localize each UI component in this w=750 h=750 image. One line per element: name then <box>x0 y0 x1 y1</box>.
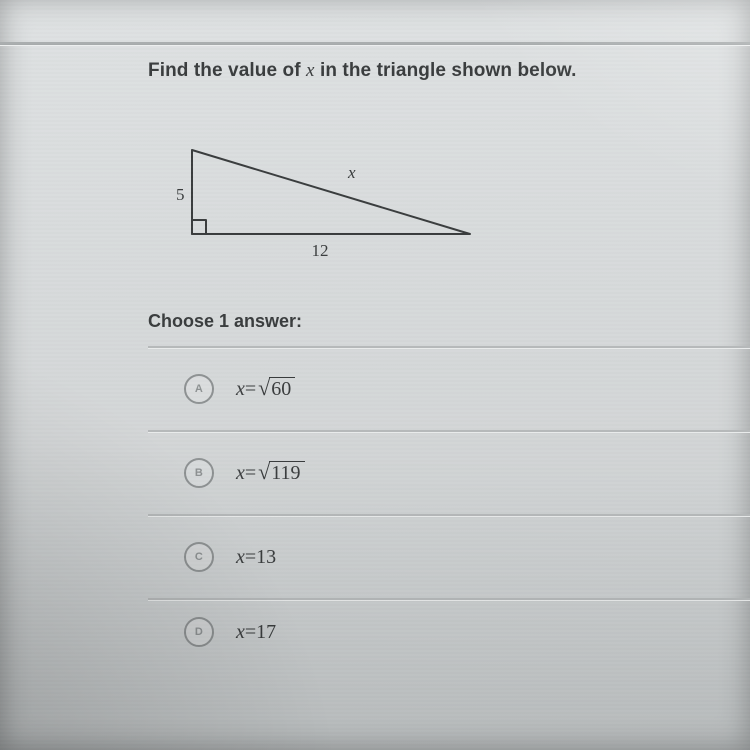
prompt-var: x <box>306 60 315 81</box>
label-base: 12 <box>312 241 329 260</box>
content-region: Find the value of x in the triangle show… <box>0 34 750 664</box>
prompt-pre: Find the value of <box>148 60 306 81</box>
triangle-svg: 5 12 x <box>170 138 480 272</box>
label-hypotenuse: x <box>347 163 356 182</box>
math-val: 13 <box>256 546 276 569</box>
option-radio-d[interactable]: D <box>184 617 214 647</box>
math-eq: = <box>245 378 256 401</box>
math-val: 17 <box>256 621 276 644</box>
right-angle-box <box>192 220 206 234</box>
option-letter: B <box>195 467 203 479</box>
sqrt-icon: √119 <box>258 461 304 484</box>
option-expression: x = 17 <box>236 621 276 644</box>
option-letter: A <box>195 383 203 395</box>
options-list: A x = √60 B x = √119 C x = 13 D <box>148 346 750 664</box>
triangle-figure: 5 12 x <box>170 138 750 277</box>
math-eq: = <box>245 462 256 485</box>
question-prompt: Find the value of x in the triangle show… <box>148 60 750 82</box>
page: Find the value of x in the triangle show… <box>0 0 750 750</box>
option-radio-b[interactable]: B <box>184 458 214 488</box>
choose-label: Choose 1 answer: <box>148 311 750 332</box>
option-radio-c[interactable]: C <box>184 542 214 572</box>
math-lhs: x <box>236 462 245 485</box>
math-eq: = <box>245 621 256 644</box>
math-lhs: x <box>236 378 245 401</box>
top-divider <box>0 42 750 45</box>
sqrt-arg: 60 <box>269 377 295 400</box>
option-expression: x = 13 <box>236 546 276 569</box>
math-eq: = <box>245 546 256 569</box>
option-row[interactable]: B x = √119 <box>148 430 750 514</box>
option-row[interactable]: A x = √60 <box>148 346 750 430</box>
option-letter: C <box>195 551 203 563</box>
option-row[interactable]: C x = 13 <box>148 514 750 598</box>
option-radio-a[interactable]: A <box>184 374 214 404</box>
math-lhs: x <box>236 546 245 569</box>
option-letter: D <box>195 626 203 638</box>
prompt-post: in the triangle shown below. <box>315 60 577 81</box>
sqrt-icon: √60 <box>258 377 295 400</box>
math-lhs: x <box>236 621 245 644</box>
sqrt-arg: 119 <box>269 461 304 484</box>
triangle-shape <box>192 150 470 234</box>
option-row[interactable]: D x = 17 <box>148 598 750 664</box>
label-left: 5 <box>176 185 185 204</box>
option-expression: x = √119 <box>236 461 305 485</box>
option-expression: x = √60 <box>236 377 295 401</box>
